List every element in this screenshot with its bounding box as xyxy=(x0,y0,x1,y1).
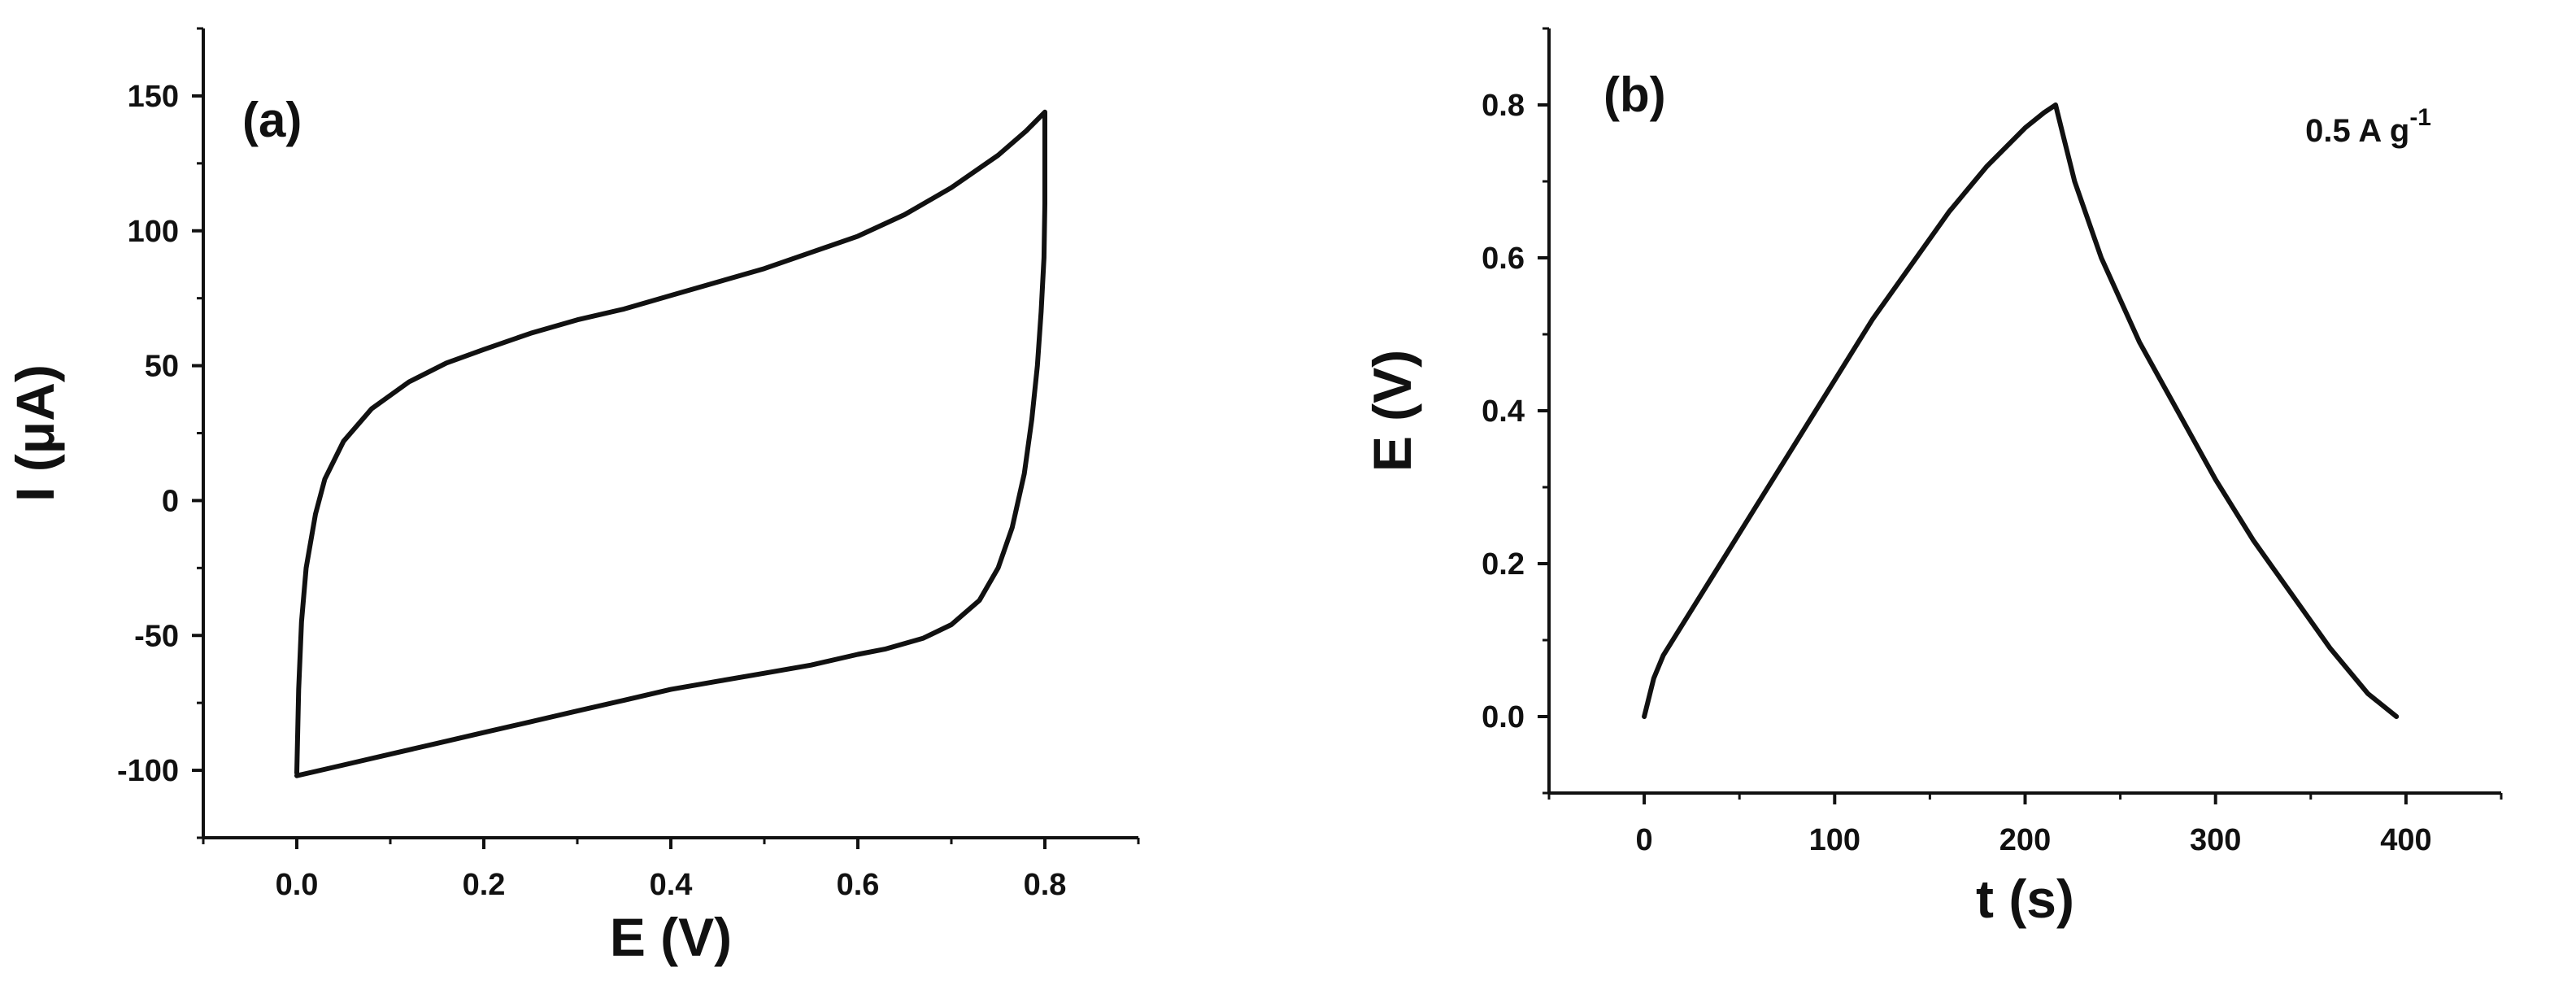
panel-a-series-line xyxy=(294,109,1047,778)
panel-a-y-axis-title: I (μA) xyxy=(5,364,65,502)
panel-a-x-axis-title: E (V) xyxy=(610,907,732,967)
panel-a-x-tick-label: 0.0 xyxy=(276,868,319,902)
panel-a-cv-plot: 0.0 0.2 0.4 0.6 0.8 -100 -50 0 50 100 150 E (V) I (μ… xyxy=(5,27,1140,967)
panel-b-gcd-plot: 0 100 200 300 400 0.0 0.2 0.4 0.6 0.8 t (s) E (V) (b… xyxy=(1362,27,2503,929)
panel-b-y-tick-label: 0.0 xyxy=(1482,700,1525,734)
panel-b-series-line xyxy=(1642,102,2400,719)
panel-b-x-tick-label: 0 xyxy=(1636,823,1653,857)
panel-b-y-tick-label: 0.8 xyxy=(1482,89,1525,123)
panel-a-x-tick-label: 0.4 xyxy=(650,868,693,902)
annotation-superscript: -1 xyxy=(2409,104,2431,131)
panel-b-panel-label: (b) xyxy=(1603,68,1666,122)
panel-b-y-tick-label: 0.6 xyxy=(1482,242,1525,276)
panel-b-annotation: 0.5 A g-1 xyxy=(2305,104,2431,149)
panel-a-y-tick-label: 0 xyxy=(162,484,179,518)
panel-b-y-tick-label: 0.4 xyxy=(1482,394,1525,429)
panel-b-x-tick-label: 300 xyxy=(2190,823,2241,857)
panel-a-y-tick-label: 50 xyxy=(145,350,179,384)
panel-b-x-axis-title: t (s) xyxy=(1976,869,2074,929)
panel-b-x-tick-label: 200 xyxy=(1999,823,2051,857)
panel-a-y-tick-label: 150 xyxy=(128,80,179,114)
panel-a-y-tick-label: -50 xyxy=(134,619,179,653)
panel-a-panel-label: (a) xyxy=(242,93,302,147)
annotation-text: 0.5 A g xyxy=(2305,113,2409,149)
panel-a-x-tick-label: 0.6 xyxy=(837,868,880,902)
panel-a-y-tick-label: -100 xyxy=(117,754,179,788)
panel-a-x-tick-label: 0.8 xyxy=(1024,868,1067,902)
panel-a-y-tick-label: 100 xyxy=(128,215,179,249)
panel-b-x-tick-label: 100 xyxy=(1809,823,1860,857)
panel-a-x-tick-label: 0.2 xyxy=(463,868,506,902)
panel-b-y-tick-label: 0.2 xyxy=(1482,547,1525,582)
panel-b-y-axis-title: E (V) xyxy=(1362,350,1422,472)
panel-b-x-tick-label: 400 xyxy=(2380,823,2431,857)
